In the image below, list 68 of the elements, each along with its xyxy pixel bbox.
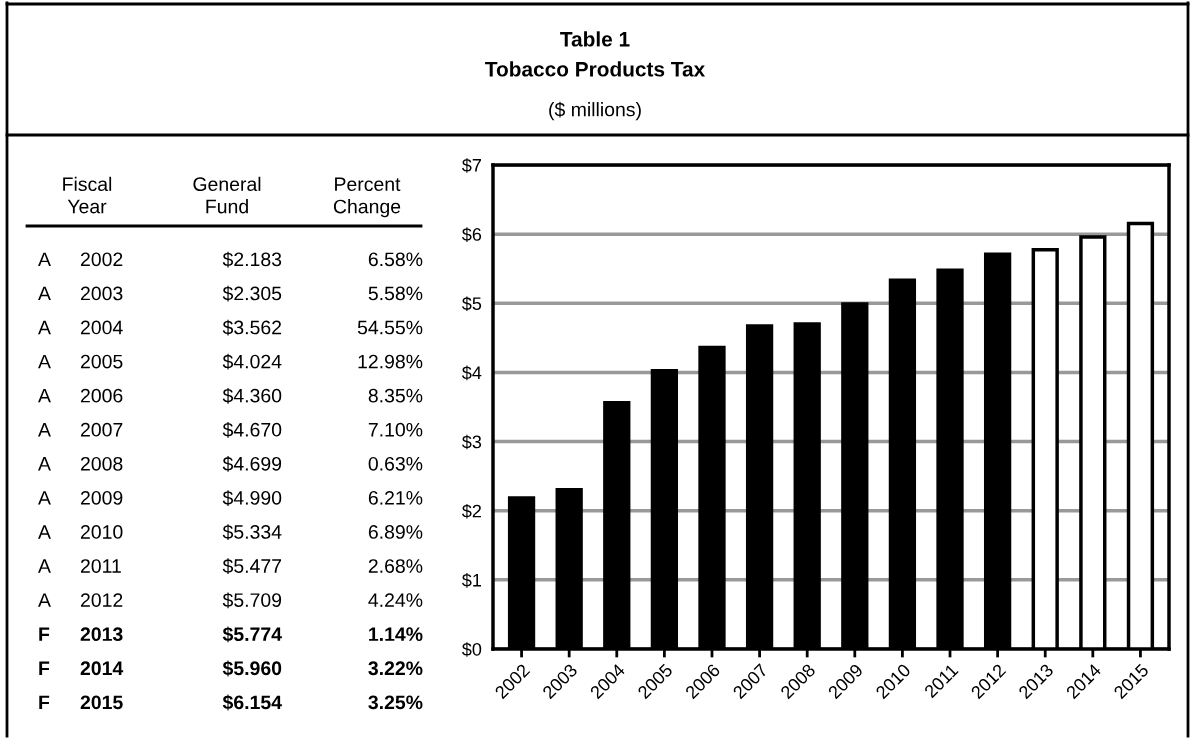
category-label: 2011 xyxy=(80,559,121,573)
category-label: 2002 xyxy=(80,252,123,267)
text: A xyxy=(38,457,51,471)
text: $4.670 xyxy=(222,422,282,438)
text: A xyxy=(38,593,51,607)
category-label: 2015 xyxy=(80,695,123,710)
text: 5.58% xyxy=(368,286,423,301)
text: $5.709 xyxy=(222,592,282,609)
text: $4.990 xyxy=(222,490,282,506)
category-label: 2003 xyxy=(80,286,123,301)
y-tick-label: $0 xyxy=(462,642,482,657)
text: $2.183 xyxy=(222,251,282,268)
chart-subtitle: ($ millions) xyxy=(549,101,641,121)
text: 2.68% xyxy=(368,559,423,573)
text: 6.58% xyxy=(368,252,423,267)
text: A xyxy=(38,559,51,573)
text: $4.699 xyxy=(222,456,282,472)
text: $3.562 xyxy=(222,319,282,336)
y-tick-label: $2 xyxy=(462,503,481,519)
category-label: 2009 xyxy=(80,490,123,505)
text: $5.477 xyxy=(222,558,282,575)
text: A xyxy=(38,423,51,437)
text: A xyxy=(38,491,51,505)
text: 7.10% xyxy=(368,422,423,437)
text: 8.35% xyxy=(368,388,423,403)
y-tick-label: $1 xyxy=(462,573,482,588)
category-label: 2010 xyxy=(80,525,123,539)
text: A xyxy=(38,525,51,539)
text: A xyxy=(38,286,51,301)
text: 6.89% xyxy=(368,525,423,539)
y-tick-label: $4 xyxy=(462,365,482,381)
text: $4.360 xyxy=(222,387,282,404)
text: $4.024 xyxy=(222,353,282,370)
text: $5.774 xyxy=(222,626,282,643)
text: $5.334 xyxy=(222,524,282,540)
text: Percent Change xyxy=(333,177,401,218)
text: A xyxy=(38,388,51,403)
text: A xyxy=(38,354,51,369)
category-label: 2007 xyxy=(80,422,123,437)
category-label: 2004 xyxy=(80,320,123,335)
y-tick-label: $7 xyxy=(462,158,481,173)
text: General Fund xyxy=(193,176,261,214)
text: 0.63% xyxy=(368,456,423,471)
category-label: 2005 xyxy=(80,354,123,369)
category-label: 2012 xyxy=(80,593,123,607)
text: 4.24% xyxy=(368,593,423,607)
category-label: 2006 xyxy=(80,388,123,403)
text: Fiscal Year xyxy=(63,176,112,214)
y-tick-label: $5 xyxy=(462,296,482,312)
y-tick-label: $6 xyxy=(462,227,482,242)
text: 3.25% xyxy=(368,695,423,710)
text: A xyxy=(38,252,51,267)
text: A xyxy=(38,320,51,335)
text: $5.960 xyxy=(222,660,282,677)
text: $6.154 xyxy=(222,694,282,711)
category-label: 2013 xyxy=(80,627,123,642)
text: 1.14% xyxy=(369,627,423,642)
text: F xyxy=(39,627,50,641)
y-tick-label: $3 xyxy=(462,434,482,450)
text: F xyxy=(39,695,50,710)
chart-title: Table 1 Tobacco Products Tax xyxy=(485,31,706,77)
text: $2.305 xyxy=(222,285,282,302)
category-label: 2008 xyxy=(80,456,123,471)
text: 3.22% xyxy=(368,661,423,676)
text: 12.98% xyxy=(358,354,423,369)
text: 54.55% xyxy=(357,320,423,335)
text: F xyxy=(39,661,50,675)
text: 6.21% xyxy=(368,490,423,505)
